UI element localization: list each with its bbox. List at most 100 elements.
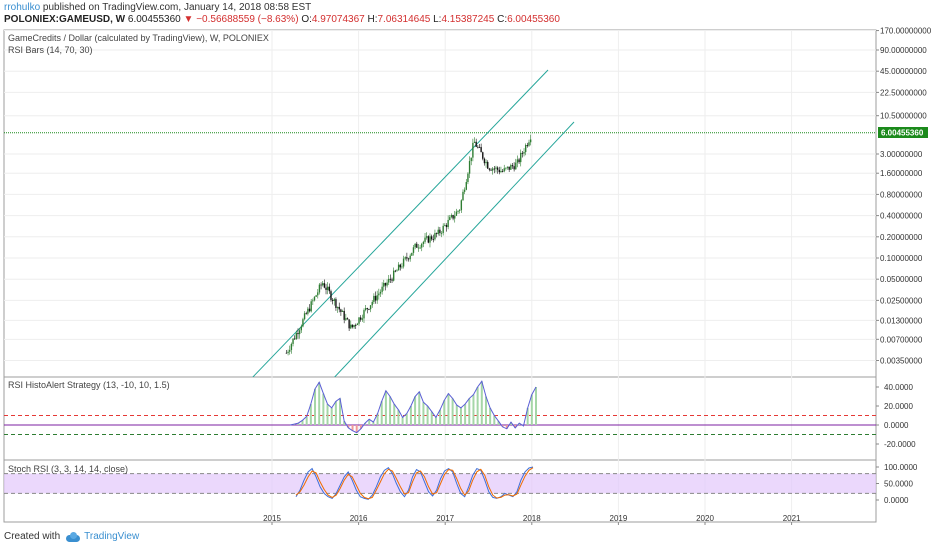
time-tick-label: 2017 — [436, 514, 454, 523]
symbol-label: POLONIEX:GAMEUSD, W — [4, 14, 126, 25]
trend-channel — [252, 69, 575, 377]
candle-body — [348, 319, 350, 329]
close-value: 6.00455360 — [507, 14, 560, 25]
price-tick-label: 10.50000000 — [880, 112, 927, 121]
candle-body — [500, 171, 502, 173]
rsi-bar — [326, 404, 329, 425]
rsi-bar — [409, 406, 412, 425]
price-tick-label: 0.20000000 — [880, 233, 923, 242]
rsi-bar — [459, 407, 462, 425]
candle-body — [505, 167, 507, 169]
high-label: H: — [367, 14, 378, 25]
candle-body — [396, 270, 398, 272]
rsi-bar — [468, 398, 471, 425]
rsi-bar — [318, 382, 321, 425]
candle-body — [305, 313, 307, 315]
candle-body — [371, 301, 373, 306]
candle-body — [458, 210, 461, 211]
rsi-bar — [484, 396, 487, 425]
rsi-bar — [505, 425, 508, 429]
candle-body — [503, 168, 505, 172]
candle-body — [498, 169, 500, 173]
low-label: L: — [433, 14, 442, 25]
rsi-bar — [343, 421, 346, 425]
open-value: 4.97074367 — [311, 14, 365, 25]
rsi-bar — [530, 394, 533, 425]
stoch-pane-title: Stoch RSI (3, 3, 14, 14, close) — [8, 464, 128, 474]
candle-body — [318, 284, 321, 293]
candle-body — [501, 171, 504, 172]
candle-body — [434, 233, 436, 240]
candle-body — [297, 332, 299, 335]
candle-body — [359, 317, 362, 320]
rsi-bar — [476, 387, 479, 425]
rsi-bar — [493, 415, 496, 425]
candle-body — [389, 278, 392, 280]
price-tick-label: 0.05000000 — [880, 275, 923, 284]
rsi-bar — [339, 398, 342, 425]
candle-body — [401, 266, 403, 268]
grid — [4, 30, 876, 522]
candle-body — [449, 217, 451, 220]
rsi-bar — [434, 417, 437, 425]
candle-body — [320, 284, 322, 286]
candle-body — [312, 300, 314, 302]
candle-body — [356, 323, 359, 326]
candle-body — [397, 264, 400, 271]
time-tick-label: 2021 — [783, 514, 801, 523]
candle-body — [439, 229, 441, 234]
stoch-band — [4, 473, 876, 494]
rsi-bar — [472, 394, 475, 425]
tradingview-link[interactable]: TradingView — [66, 531, 139, 542]
time-tick-label: 2015 — [263, 514, 281, 523]
candle-body — [355, 325, 357, 326]
candle-body — [480, 147, 482, 153]
candle-body — [346, 318, 349, 320]
stoch-d-line — [295, 467, 534, 500]
main-pane-title: GameCredits / Dollar (calculated by Trad… — [8, 33, 269, 43]
stoch-tick-label: 100.0000 — [884, 463, 918, 472]
rsi-bar — [480, 381, 483, 425]
price-tick-label: 0.00350000 — [880, 357, 923, 366]
candle-body — [351, 324, 354, 328]
main-pane-indicator: RSI Bars (14, 70, 30) — [8, 45, 93, 55]
price-tick-label: 0.01300000 — [880, 316, 923, 325]
price-tick-label: 3.00000000 — [880, 150, 923, 159]
candle-body — [376, 295, 378, 301]
candle-body — [510, 165, 512, 170]
candle-body — [487, 161, 489, 169]
rsi-bar — [389, 396, 392, 425]
candle-body — [424, 237, 426, 242]
candle-body — [353, 325, 355, 328]
rsi-bar — [501, 425, 504, 427]
author-link[interactable]: rrohulko — [4, 2, 41, 13]
candle-body — [455, 211, 458, 216]
candle-body — [454, 215, 456, 219]
candle-body — [496, 167, 499, 170]
rsi-bar — [526, 407, 529, 425]
candle-body — [493, 168, 496, 170]
rsi-bar — [401, 417, 404, 425]
candle-body — [404, 257, 406, 259]
candle-body — [419, 247, 421, 249]
rsi-bar — [368, 419, 371, 425]
candle-body — [529, 139, 532, 143]
time-tick-label: 2018 — [523, 514, 541, 523]
candle-body — [465, 182, 467, 190]
candle-body — [515, 162, 517, 170]
candle-body — [421, 243, 423, 248]
stoch-k-line — [295, 466, 534, 500]
rsi-bar — [330, 407, 333, 425]
change-value: −0.56688559 (−8.63%) — [196, 14, 299, 25]
candle-body — [437, 229, 439, 234]
candle-body — [378, 293, 380, 296]
rsi-bar — [489, 407, 492, 425]
footer: Created with TradingView — [4, 531, 139, 542]
candle-body — [475, 141, 477, 147]
candle-body — [364, 308, 367, 311]
rsi-bar — [351, 425, 354, 431]
price-tick-label: 0.40000000 — [880, 212, 923, 221]
candle-body — [491, 168, 494, 171]
rsi-bar — [305, 416, 308, 425]
